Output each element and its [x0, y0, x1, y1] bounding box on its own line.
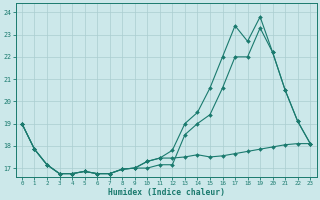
X-axis label: Humidex (Indice chaleur): Humidex (Indice chaleur): [108, 188, 225, 197]
